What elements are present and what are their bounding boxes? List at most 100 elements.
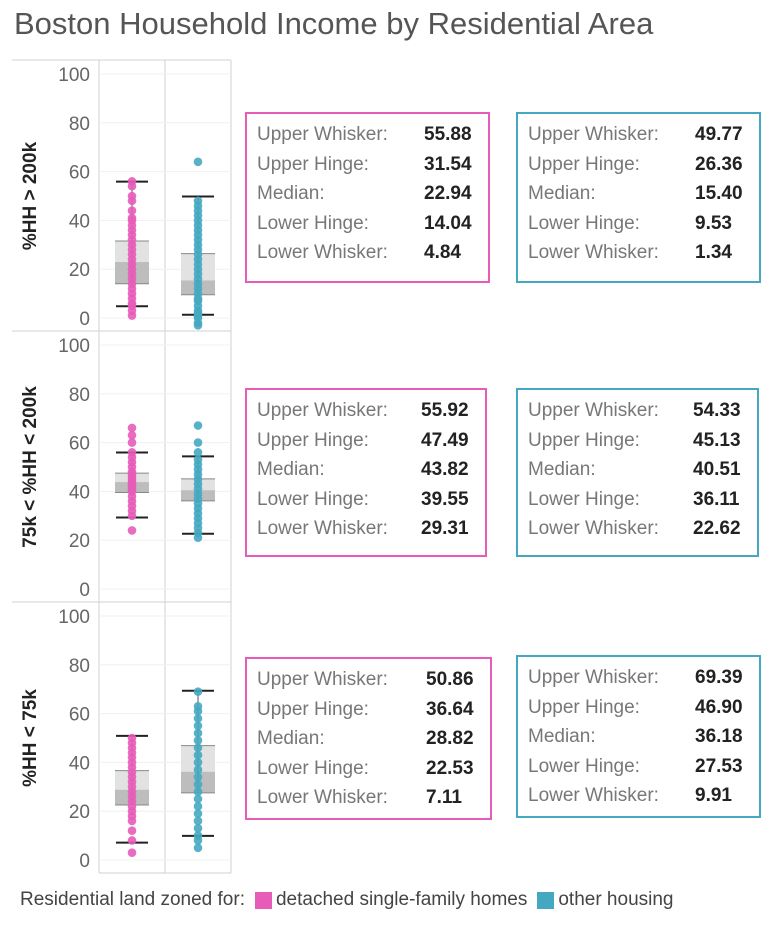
data-point (127, 526, 137, 535)
stat-row: Lower Whisker: 22.62 (528, 514, 747, 544)
data-point (127, 848, 137, 857)
data-point (193, 843, 203, 853)
data-point (193, 421, 203, 430)
data-point (127, 430, 137, 440)
stat-row: Upper Hinge: 46.90 (528, 693, 749, 723)
y-tick-label: 20 (69, 802, 90, 823)
stat-row: Lower Whisker: 9.91 (528, 781, 749, 811)
stat-label: Median: (257, 459, 325, 480)
stat-label: Lower Hinge: (528, 755, 640, 777)
stat-row: Median: 22.94 (257, 179, 478, 209)
stat-value: 39.55 (421, 488, 469, 510)
stat-row: Lower Hinge: 14.04 (257, 209, 478, 239)
stat-value: 26.36 (695, 153, 743, 175)
data-point (127, 448, 137, 457)
data-point (193, 780, 203, 789)
y-tick-label: 80 (69, 656, 90, 677)
data-point (127, 213, 137, 223)
stat-value: 49.77 (695, 124, 743, 145)
stat-label: Median: (528, 459, 596, 480)
data-point (193, 157, 203, 167)
stat-label: Upper Whisker: (257, 400, 388, 421)
stat-row: Lower Whisker: 29.31 (257, 514, 475, 544)
y-tick-label: 100 (58, 65, 90, 86)
data-point (193, 765, 203, 775)
y-axis-title: %HH < 75k (20, 689, 41, 787)
stat-row: Median: 43.82 (257, 455, 475, 485)
stat-value: 27.53 (695, 755, 743, 777)
data-point (193, 743, 203, 753)
stat-label: Upper Hinge: (257, 429, 369, 451)
data-point (127, 206, 137, 215)
stat-value: 50.86 (426, 669, 474, 690)
data-point (193, 196, 203, 206)
legend-label-other-housing: other housing (558, 889, 674, 910)
data-point (193, 736, 203, 745)
stat-row: Upper Hinge: 36.64 (257, 695, 480, 725)
legend-swatch-other-housing (537, 891, 555, 909)
stat-label: Lower Whisker: (257, 518, 388, 539)
y-tick-label: 60 (69, 163, 90, 184)
stat-value: 1.34 (695, 242, 732, 263)
data-point (193, 802, 203, 811)
stat-row: Upper Whisker: 54.33 (528, 396, 747, 426)
stat-value: 14.04 (424, 212, 472, 234)
data-point (193, 816, 203, 826)
stat-label: Upper Whisker: (257, 669, 388, 690)
stat-row: Upper Whisker: 69.39 (528, 663, 749, 693)
y-tick-label: 40 (69, 482, 90, 503)
stat-value: 55.92 (421, 400, 469, 421)
stat-row: Lower Hinge: 22.53 (257, 754, 480, 784)
legend-label-single-family: detached single-family homes (275, 889, 528, 910)
data-point (193, 772, 203, 782)
stat-label: Upper Whisker: (528, 667, 659, 688)
stat-value: 55.88 (424, 124, 472, 145)
stat-label: Upper Whisker: (528, 400, 659, 421)
data-point (127, 423, 137, 433)
stat-box: Upper Whisker: 54.33 Upper Hinge: 45.13 Medi… (516, 388, 759, 557)
y-tick-label: 0 (79, 309, 90, 330)
stat-row: Median: 15.40 (528, 179, 749, 209)
stat-box: Upper Whisker: 55.92 Upper Hinge: 47.49 Medi… (245, 388, 487, 557)
stat-row: Upper Whisker: 55.88 (257, 120, 478, 150)
data-point (193, 809, 203, 818)
data-point (193, 448, 203, 457)
y-tick-label: 20 (69, 531, 90, 552)
stat-row: Upper Hinge: 31.54 (257, 150, 478, 180)
legend: Residential land zoned for: detached sin… (20, 889, 674, 911)
data-point (193, 714, 203, 723)
stat-value: 45.13 (693, 429, 741, 451)
stat-value: 31.54 (424, 153, 472, 175)
stat-label: Lower Hinge: (528, 488, 640, 510)
stat-row: Upper Hinge: 45.13 (528, 426, 747, 456)
stat-label: Upper Hinge: (257, 153, 369, 175)
stat-label: Median: (257, 728, 325, 749)
stat-value: 15.40 (695, 183, 743, 204)
stat-row: Upper Whisker: 50.86 (257, 665, 480, 695)
stat-row: Lower Hinge: 36.11 (528, 485, 747, 515)
stat-box: Upper Whisker: 55.88 Upper Hinge: 31.54 Medi… (245, 112, 490, 283)
stat-label: Lower Hinge: (257, 488, 369, 510)
stat-value: 22.94 (424, 183, 472, 204)
y-axis-title: %HH > 200k (20, 141, 41, 250)
stat-box: Upper Whisker: 50.86 Upper Hinge: 36.64 Medi… (245, 657, 492, 820)
stat-row: Lower Hinge: 39.55 (257, 485, 475, 515)
stat-label: Lower Hinge: (257, 757, 369, 779)
stat-label: Lower Whisker: (528, 242, 659, 263)
stat-label: Lower Hinge: (257, 212, 369, 234)
y-tick-label: 20 (69, 260, 90, 281)
stat-value: 46.90 (695, 696, 743, 718)
stat-row: Median: 28.82 (257, 724, 480, 754)
data-point (127, 826, 137, 836)
stat-row: Upper Whisker: 55.92 (257, 396, 475, 426)
stat-value: 40.51 (693, 459, 741, 480)
data-point (127, 438, 137, 447)
y-tick-label: 40 (69, 753, 90, 774)
stat-label: Lower Whisker: (528, 518, 659, 539)
stat-label: Upper Hinge: (528, 153, 640, 175)
stat-box: Upper Whisker: 69.39 Upper Hinge: 46.90 Medi… (516, 655, 761, 818)
stat-value: 36.18 (695, 726, 743, 747)
stat-value: 69.39 (695, 667, 743, 688)
stat-label: Upper Hinge: (257, 698, 369, 720)
y-tick-label: 80 (69, 385, 90, 406)
